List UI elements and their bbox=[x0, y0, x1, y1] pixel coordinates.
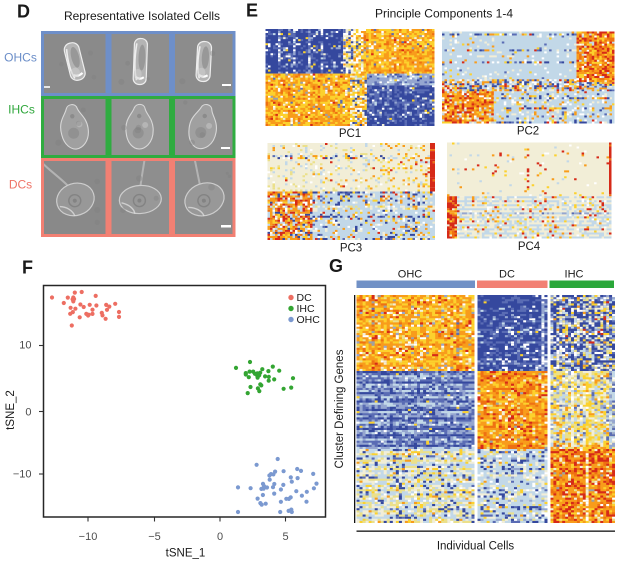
svg-text:OHC: OHC bbox=[398, 269, 423, 281]
svg-text:−5: −5 bbox=[148, 531, 161, 543]
svg-text:IHC: IHC bbox=[297, 303, 316, 315]
svg-text:Representative Isolated Cells: Representative Isolated Cells bbox=[64, 9, 220, 23]
svg-text:DCs: DCs bbox=[9, 178, 32, 192]
svg-text:PC1: PC1 bbox=[339, 128, 361, 140]
svg-text:10: 10 bbox=[19, 340, 31, 352]
svg-text:tSNE_2: tSNE_2 bbox=[5, 390, 17, 430]
svg-text:tSNE_1: tSNE_1 bbox=[166, 548, 206, 560]
svg-text:PC4: PC4 bbox=[518, 241, 541, 253]
svg-text:5: 5 bbox=[282, 531, 288, 543]
svg-text:PC2: PC2 bbox=[517, 126, 539, 138]
svg-text:OHCs: OHCs bbox=[4, 51, 37, 65]
svg-text:0: 0 bbox=[217, 531, 223, 543]
svg-text:DC: DC bbox=[499, 269, 515, 281]
svg-text:D: D bbox=[17, 2, 30, 22]
svg-text:Principle Components 1-4: Principle Components 1-4 bbox=[375, 7, 513, 21]
svg-text:DC: DC bbox=[297, 292, 313, 304]
svg-text:0: 0 bbox=[25, 407, 31, 419]
svg-text:OHC: OHC bbox=[297, 314, 321, 326]
svg-text:IHC: IHC bbox=[565, 269, 584, 281]
svg-text:F: F bbox=[22, 258, 33, 278]
svg-text:Individual Cells: Individual Cells bbox=[437, 541, 515, 553]
svg-text:G: G bbox=[329, 256, 343, 276]
svg-text:−10: −10 bbox=[13, 469, 32, 481]
svg-text:Cluster Defining Genes: Cluster Defining Genes bbox=[334, 349, 346, 468]
svg-text:E: E bbox=[246, 1, 258, 21]
svg-text:IHCs: IHCs bbox=[8, 103, 35, 117]
svg-text:PC3: PC3 bbox=[340, 243, 362, 255]
svg-text:−10: −10 bbox=[79, 531, 98, 543]
